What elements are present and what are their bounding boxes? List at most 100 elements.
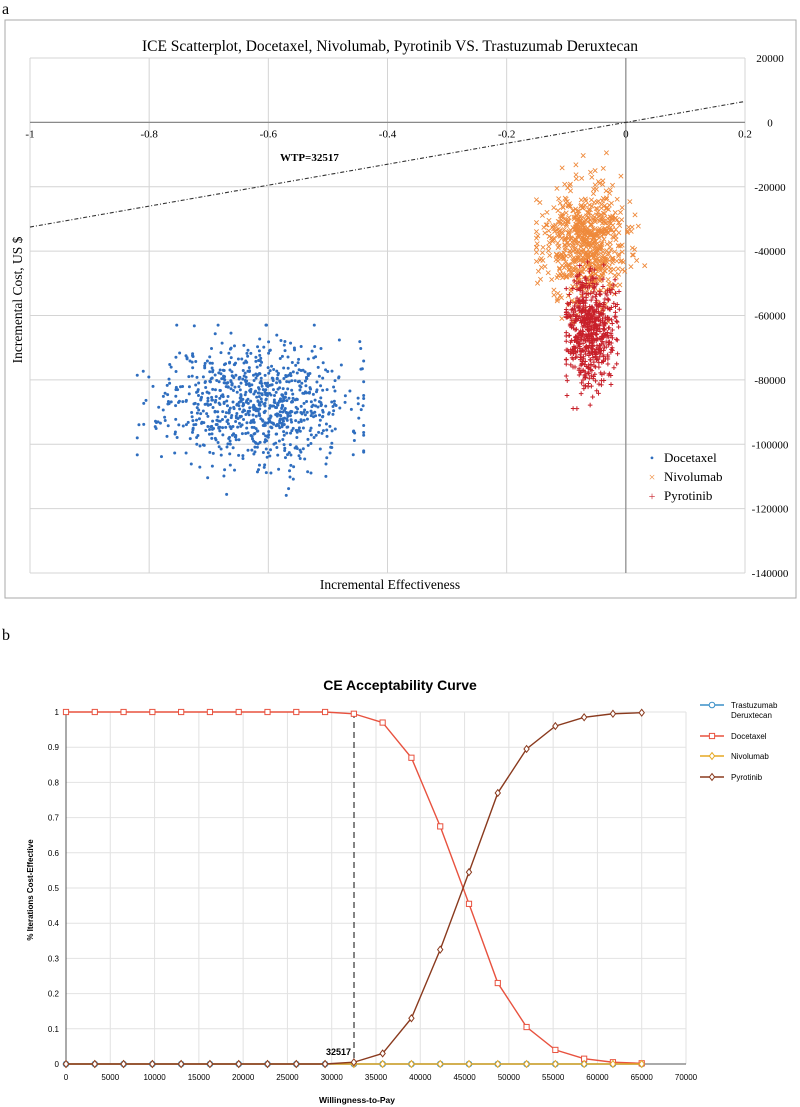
scatter-point [228,360,232,364]
ceac-x-tick-label: 40000 [409,1073,432,1082]
ceac-grid [65,711,687,1065]
scatter-point [219,447,223,451]
scatter-point [285,380,289,384]
scatter-point [208,379,212,383]
ceac-point [609,1059,617,1069]
scatter-point [573,176,579,182]
scatter-point [254,359,258,363]
scatter-point [269,448,273,452]
scatter-point [221,410,225,414]
scatter-point [228,442,232,446]
scatter-point [559,235,565,241]
scatter-y-ticks: 20000 0 -20000 -40000 -60000 -80000 -100000 -12… [752,53,789,580]
scatter-point [195,418,199,422]
scatter-point [613,226,619,232]
scatter-point [234,438,238,442]
scatter-point [339,363,343,367]
scatter-point [333,379,337,383]
scatter-point [614,319,620,325]
scatter-point [569,317,575,323]
scatter-point [608,349,614,355]
scatter-point [600,181,606,187]
scatter-point [583,375,588,381]
scatter-point [613,233,619,239]
scatter-point [223,468,227,472]
scatter-point [624,228,630,234]
ceac-point [235,708,242,716]
scatter-point [574,406,580,411]
scatter-point [191,430,195,434]
scatter-point [595,179,601,185]
scatter-point [174,388,178,392]
scatter-point [585,365,591,371]
scatter-point [601,348,606,353]
scatter-point [588,297,594,303]
scatter-point [593,294,598,300]
scatter-point [220,341,224,345]
scatter-point [245,351,249,355]
scatter-point [570,248,576,254]
scatter-point [552,228,558,234]
scatter-point [580,248,586,254]
scatter-point [294,363,298,367]
ceac-point [523,744,530,754]
scatter-point [566,266,572,272]
ceac-point [494,1059,502,1069]
scatter-point [305,410,309,414]
ceac-y-tick-label: 0 [55,1060,60,1069]
scatter-point [326,370,330,374]
scatter-point [263,421,267,425]
scatter-point [588,277,594,283]
scatter-point [613,215,619,221]
scatter-point [211,419,215,423]
scatter-point [546,244,552,250]
scatter-point [284,391,288,395]
scatter-point [282,366,286,370]
scatter-point [593,246,599,252]
scatter-point [269,414,273,418]
scatter-point [580,294,586,300]
scatter-point [310,349,314,353]
scatter-point [254,355,258,359]
scatter-point [263,440,267,444]
scatter-point [208,370,212,374]
scatter-point [289,409,293,413]
scatter-point [213,400,217,404]
scatter-point [279,414,283,418]
scatter-point [359,347,363,351]
scatter-point [619,205,625,211]
scatter-point [185,357,189,361]
scatter-point [563,330,569,335]
scatter-point [332,409,336,413]
scatter-point [587,375,592,381]
scatter-point [268,369,272,373]
scatter-point [606,316,612,322]
scatter-point [190,374,194,378]
scatter-point [577,304,582,309]
scatter-point [312,436,316,440]
scatter-point [600,165,606,171]
scatter-point [197,417,201,421]
scatter-point [190,415,194,419]
scatter-point [271,379,275,383]
scatter-point [245,421,249,425]
scatter-point [244,359,248,363]
scatter-point [224,411,228,415]
scatter-point [231,424,235,428]
scatter-series-pyrotinib [563,259,622,411]
scatter-point [207,432,211,436]
scatter-point [330,446,334,450]
scatter-point [330,369,334,373]
scatter-point [575,232,581,238]
ceac-x-axis-label: Willingness-to-Pay [319,1095,395,1105]
scatter-y-tick-label: -140000 [752,568,789,580]
ceac-series-pyrotinib [62,708,645,1069]
scatter-point [589,274,595,280]
scatter-title: ICE Scatterplot, Docetaxel, Nivolumab, P… [142,38,638,55]
scatter-point [582,338,588,344]
scatter-point [250,425,254,429]
scatter-point [579,175,585,181]
scatter-point [301,391,305,395]
scatter-point [615,351,620,357]
scatter-point [601,236,607,242]
